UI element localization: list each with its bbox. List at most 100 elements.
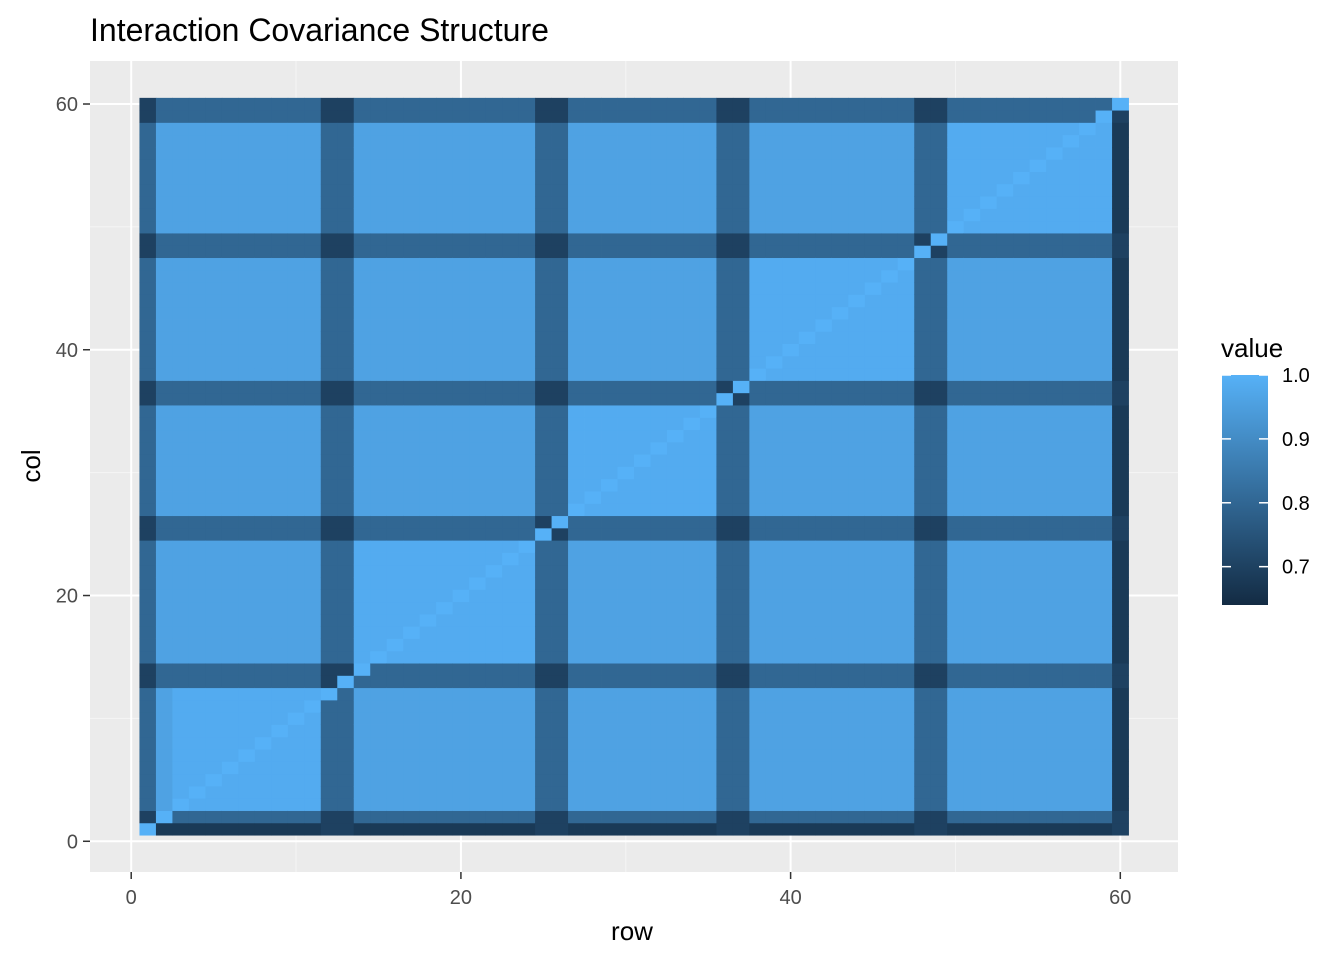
heatmap-cell [584, 552, 602, 566]
heatmap-cell [980, 491, 998, 504]
heatmap-cell [518, 564, 536, 578]
heatmap-cell [650, 466, 668, 480]
heatmap-cell [172, 613, 190, 627]
heatmap-cell [304, 245, 322, 259]
heatmap-cell [815, 527, 833, 541]
heatmap-cell [699, 712, 717, 725]
heatmap-cell [930, 712, 948, 725]
heatmap-cell [403, 220, 421, 234]
heatmap-cell [1095, 773, 1113, 787]
heatmap-cell [864, 220, 882, 234]
heatmap-cell [930, 798, 948, 811]
heatmap-cell [172, 196, 190, 209]
heatmap-cell [815, 478, 833, 492]
heatmap-cell [238, 319, 256, 332]
heatmap-cell [699, 319, 717, 332]
heatmap-cell [568, 773, 585, 787]
heatmap-cell [337, 503, 355, 517]
heatmap-cell [699, 466, 717, 480]
heatmap-cell [535, 810, 552, 824]
heatmap-cell [287, 183, 305, 197]
heatmap-cell [848, 466, 866, 480]
heatmap-cell [1013, 257, 1031, 271]
heatmap-cell [782, 638, 800, 652]
heatmap-cell [238, 343, 256, 357]
heatmap-cell [1062, 798, 1080, 811]
heatmap-cell [518, 147, 536, 160]
heatmap-cell [1112, 613, 1129, 627]
heatmap-cell [683, 355, 701, 369]
heatmap-cell [584, 466, 602, 480]
heatmap-cell [897, 319, 915, 332]
heatmap-cell [139, 269, 157, 283]
heatmap-cell [568, 503, 585, 517]
heatmap-cell [798, 208, 816, 222]
heatmap-cell [1029, 441, 1047, 455]
heatmap-cell [452, 810, 470, 824]
heatmap-cell [568, 650, 585, 664]
heatmap-cell [963, 110, 981, 123]
heatmap-cell [271, 798, 289, 811]
heatmap-cell [403, 798, 421, 811]
heatmap-cell [469, 491, 487, 504]
heatmap-cell [1046, 724, 1063, 738]
heatmap-cell [848, 122, 866, 136]
heatmap-cell [535, 405, 552, 418]
heatmap-cell [782, 429, 800, 443]
heatmap-cell [469, 638, 487, 652]
heatmap-cell [666, 405, 684, 418]
heatmap-cell [864, 626, 882, 639]
heatmap-cell [716, 417, 734, 431]
heatmap-cell [1062, 110, 1080, 123]
heatmap-cell [716, 503, 734, 517]
heatmap-cell [337, 478, 355, 492]
heatmap-cell [699, 749, 717, 762]
heatmap-cell [271, 368, 289, 381]
heatmap-cell [732, 417, 750, 431]
heatmap-cell [601, 429, 618, 443]
heatmap-cell [221, 429, 239, 443]
heatmap-cell [436, 380, 454, 394]
heatmap-cell [419, 392, 437, 406]
heatmap-cell [205, 663, 223, 676]
heatmap-cell [172, 540, 190, 553]
heatmap-cell [1112, 626, 1129, 639]
heatmap-cell [897, 220, 915, 234]
heatmap-cell [732, 675, 750, 689]
heatmap-cell [320, 282, 338, 295]
heatmap-cell [617, 245, 635, 259]
heatmap-cell [205, 417, 223, 431]
heatmap-cell [980, 441, 998, 455]
heatmap-cell [551, 736, 569, 750]
heatmap-cell [436, 577, 454, 590]
heatmap-cell [502, 110, 519, 123]
heatmap-cell [716, 675, 734, 689]
heatmap-cell [469, 233, 487, 246]
heatmap-cell [716, 306, 734, 320]
heatmap-cell [831, 257, 849, 271]
heatmap-cell [485, 687, 503, 701]
heatmap-cell [666, 380, 684, 394]
heatmap-cell [221, 527, 239, 541]
heatmap-cell [1013, 552, 1031, 566]
heatmap-cell [815, 417, 833, 431]
heatmap-cell [419, 134, 437, 148]
heatmap-cell [1062, 196, 1080, 209]
heatmap-cell [815, 650, 833, 664]
heatmap-cell [155, 712, 173, 725]
heatmap-cell [650, 282, 668, 295]
heatmap-cell [782, 147, 800, 160]
heatmap-cell [370, 368, 388, 381]
heatmap-cell [765, 441, 783, 455]
heatmap-cell [749, 417, 767, 431]
heatmap-cell [996, 159, 1014, 172]
heatmap-cell [732, 724, 750, 738]
heatmap-cell [650, 147, 668, 160]
heatmap-cell [568, 134, 585, 148]
heatmap-cell [304, 675, 322, 689]
heatmap-cell [864, 540, 882, 553]
heatmap-cell [337, 343, 355, 357]
heatmap-cell [370, 110, 388, 123]
heatmap-cell [666, 773, 684, 787]
heatmap-cell [238, 441, 256, 455]
